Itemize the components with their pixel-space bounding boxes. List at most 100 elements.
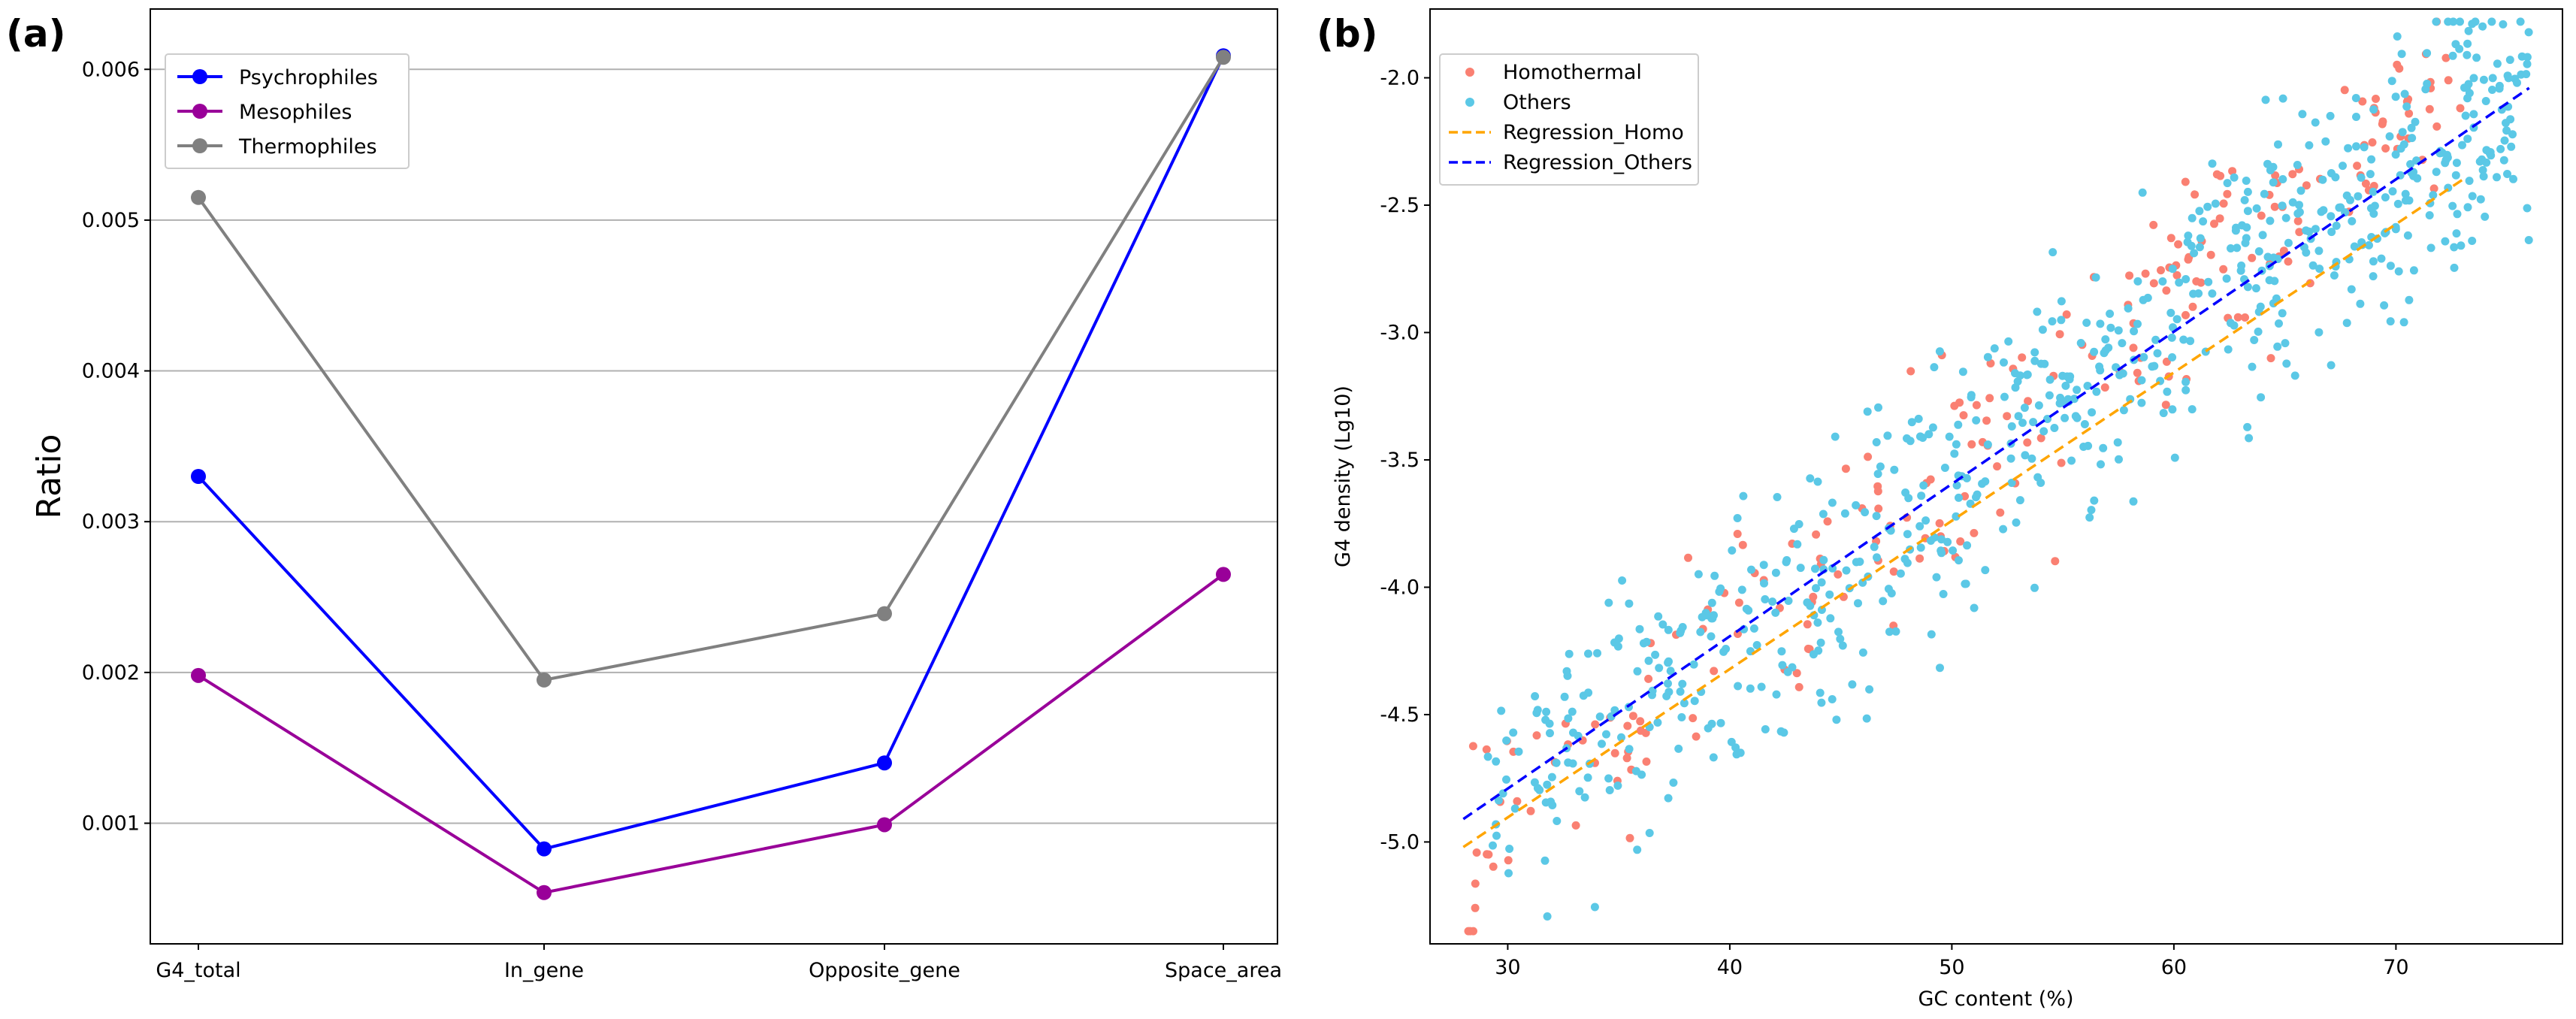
panel-b-point-others xyxy=(1870,543,1879,552)
panel-b-point-others xyxy=(2295,207,2304,216)
panel-b-point-homothermal xyxy=(2295,228,2304,237)
panel-b-point-others xyxy=(1828,695,1837,703)
panel-b-point-homothermal xyxy=(1986,359,1995,367)
panel-b-point-others xyxy=(1919,481,1928,490)
panel-b-point-others xyxy=(1664,679,1672,688)
panel-b-point-homothermal xyxy=(1734,630,1742,638)
panel-b-point-others xyxy=(1562,667,1571,676)
panel-b-point-others xyxy=(2298,110,2307,119)
panel-b-point-others xyxy=(2254,327,2263,336)
panel-b-point-others xyxy=(1884,585,1893,594)
panel-b-point-others xyxy=(1583,773,1592,782)
panel-b-point-others xyxy=(1990,344,1999,353)
panel-b-point-homothermal xyxy=(2219,265,2228,274)
panel-b-point-others xyxy=(2175,278,2184,287)
panel-b-point-others xyxy=(2048,317,2057,326)
panel-b-point-others xyxy=(2133,319,2142,328)
panel-b-point-others xyxy=(2450,243,2459,252)
panel-b-point-others xyxy=(2339,162,2347,171)
panel-b-point-others xyxy=(2449,17,2458,26)
panel-b-point-homothermal xyxy=(1823,517,1832,526)
panel-b-point-others xyxy=(2113,438,2122,447)
panel-b-y-axis-title: G4 density (Lg10) xyxy=(1332,386,1355,567)
panel-b-point-others xyxy=(2073,386,2082,395)
panel-b-point-others xyxy=(2090,496,2099,505)
panel-b-point-others xyxy=(1873,553,1881,562)
panel-b-point-others xyxy=(2133,277,2142,286)
panel-b-point-others xyxy=(2522,70,2531,79)
panel-b-point-others xyxy=(2115,370,2124,379)
panel-b-point-homothermal xyxy=(2162,286,2171,295)
panel-b-point-homothermal xyxy=(1692,732,1701,741)
panel-b-point-others xyxy=(2266,216,2275,225)
panel-b-point-others xyxy=(1752,641,1761,649)
panel-a-y-tick-label: 0.003 xyxy=(82,510,140,534)
panel-b-point-others xyxy=(2278,94,2287,103)
panel-b-point-others xyxy=(1999,525,2008,534)
panel-b-point-others xyxy=(1812,584,1820,593)
panel-b-point-others xyxy=(1598,739,1606,748)
panel-b-point-others xyxy=(2060,413,2070,422)
panel-b-point-others xyxy=(1840,509,1849,518)
panel-b-point-others xyxy=(1952,512,1961,521)
panel-b-point-others xyxy=(1694,570,1703,579)
panel-b-point-others xyxy=(2204,277,2213,286)
panel-b-point-homothermal xyxy=(1915,554,1924,563)
panel-b-point-homothermal xyxy=(2381,144,2390,153)
panel-b-point-others xyxy=(2401,189,2410,198)
panel-b-point-others xyxy=(2469,110,2478,119)
panel-b-point-others xyxy=(2448,51,2457,60)
panel-b-point-others xyxy=(2407,123,2416,132)
panel-b-point-others xyxy=(2296,186,2305,195)
panel-b-point-others xyxy=(1852,500,1861,510)
panel-b-legend: Homothermal Others Regression_Homo Regressi… xyxy=(1439,53,1699,186)
panel-b-point-homothermal xyxy=(2219,199,2228,208)
panel-b-point-homothermal xyxy=(2279,246,2288,256)
panel-b-point-others xyxy=(1832,715,1841,724)
panel-b-point-homothermal xyxy=(2368,138,2377,147)
panel-b-point-others xyxy=(2104,343,2113,352)
panel-b-point-others xyxy=(2360,143,2369,152)
panel-b-point-others xyxy=(1970,603,1979,612)
panel-a-legend-marker xyxy=(192,104,207,119)
panel-b-point-others xyxy=(2208,159,2217,168)
panel-b-point-others xyxy=(2129,497,2138,506)
panel-b-point-others xyxy=(2315,265,2324,274)
panel-b-point-others xyxy=(2367,155,2376,164)
panel-b-point-homothermal xyxy=(1468,742,1477,751)
panel-b-point-others xyxy=(2327,169,2336,177)
panel-b-point-others xyxy=(2184,231,2193,240)
panel-b-point-homothermal xyxy=(2456,104,2465,113)
panel-b-point-others xyxy=(2153,349,2162,358)
panel-b-point-others xyxy=(2275,319,2283,328)
panel-b-point-others xyxy=(2386,317,2395,326)
panel-b-point-others xyxy=(1921,516,1930,525)
panel-b-point-others xyxy=(2499,156,2508,165)
panel-b-point-homothermal xyxy=(2062,310,2071,319)
panel-a-y-tick-label: 0.002 xyxy=(82,661,140,685)
panel-b-point-others xyxy=(2254,247,2263,256)
panel-b-point-others xyxy=(1504,869,1513,878)
panel-b-point-others xyxy=(2038,325,2047,334)
panel-b-point-others xyxy=(2448,201,2457,210)
panel-b-point-others xyxy=(2181,275,2191,283)
panel-b-point-others xyxy=(2065,375,2074,384)
panel-b-point-others xyxy=(2481,212,2490,221)
panel-b-point-others xyxy=(2211,199,2220,208)
panel-b-point-others xyxy=(2302,248,2311,257)
panel-b-point-others xyxy=(2030,583,2039,592)
panel-b-point-others xyxy=(1917,491,1926,500)
panel-b-point-others xyxy=(1746,684,1755,693)
panel-b-point-others xyxy=(1783,667,1792,676)
panel-a-x-ticks: G4_total In_gene Opposite_gene Space_area xyxy=(156,944,1282,982)
panel-b-scatter-points xyxy=(1464,17,2533,936)
panel-b-point-homothermal xyxy=(2444,76,2453,85)
panel-b-point-others xyxy=(1651,650,1660,659)
panel-b-point-others xyxy=(1757,682,1766,691)
panel-b-point-others xyxy=(2523,53,2532,62)
panel-b-point-others xyxy=(2401,196,2410,205)
panel-b-point-others xyxy=(2245,434,2254,443)
panel-b-point-others xyxy=(2423,80,2432,88)
panel-b-point-homothermal xyxy=(2191,190,2200,199)
panel-b-point-others xyxy=(2388,187,2397,196)
